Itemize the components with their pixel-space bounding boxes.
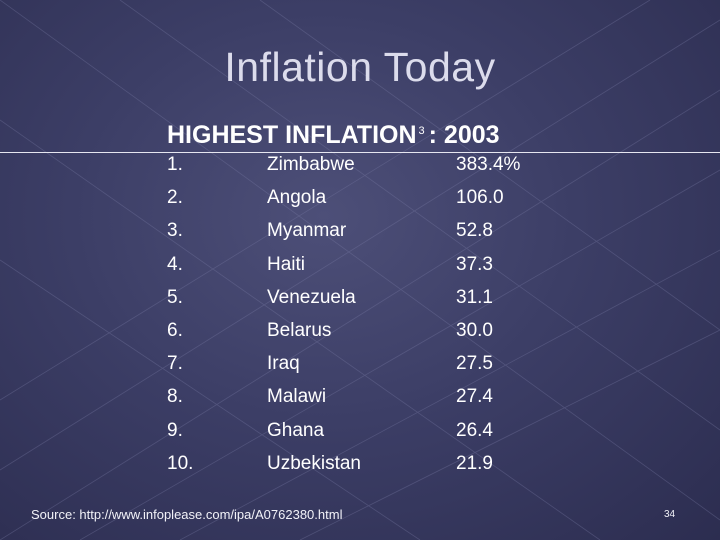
rate-cell: 26.4	[456, 419, 493, 441]
rate-cell: 383.4%	[456, 154, 521, 175]
country-cell: Iraq	[267, 353, 300, 375]
slide-title: Inflation Today	[224, 44, 496, 90]
source-citation: Source: http://www.infoplease.com/ipa/A0…	[31, 507, 343, 522]
rank-cell: 7.	[167, 353, 183, 375]
table-row: 7. Iraq 27.5	[167, 349, 587, 382]
table-row: 6. Belarus 30.0	[167, 316, 587, 349]
rate-cell: 30.0	[456, 319, 493, 341]
table-row: 3. Myanmar 52.8	[167, 216, 587, 249]
country-cell: Uzbekistan	[267, 452, 361, 474]
rate-cell: 21.9	[456, 452, 493, 474]
rank-cell: 2.	[167, 187, 183, 209]
table-row: 4. Haiti 37.3	[167, 250, 587, 283]
rate-cell: 27.5	[456, 353, 493, 375]
country-cell: Zimbabwe	[267, 154, 355, 175]
rate-cell: 27.4	[456, 386, 493, 408]
rate-cell: 31.1	[456, 286, 493, 308]
table-row: 1. Zimbabwe 383.4%	[167, 150, 587, 183]
table-heading-year: : 2003	[428, 121, 500, 149]
table-row: 9. Ghana 26.4	[167, 416, 587, 449]
country-cell: Myanmar	[267, 220, 347, 242]
rank-cell: 9.	[167, 419, 183, 441]
table-heading: HIGHEST INFLATION 3: 2003	[167, 121, 500, 150]
rank-cell: 4.	[167, 253, 183, 275]
divider-line	[0, 152, 720, 153]
table-row: 5. Venezuela 31.1	[167, 283, 587, 316]
country-cell: Venezuela	[267, 286, 356, 308]
country-cell: Haiti	[267, 253, 306, 275]
table-row: 2. Angola 106.0	[167, 183, 587, 216]
rank-cell: 3.	[167, 220, 183, 242]
rank-cell: 8.	[167, 386, 183, 408]
country-cell: Belarus	[267, 319, 332, 341]
rate-cell: 106.0	[456, 187, 504, 209]
country-cell: Angola	[267, 187, 327, 209]
table-row: 8. Malawi 27.4	[167, 382, 587, 415]
rate-cell: 52.8	[456, 220, 493, 242]
country-cell: Ghana	[267, 419, 325, 441]
rank-cell: 1.	[167, 154, 183, 175]
footnote-marker: 3	[418, 125, 425, 137]
page-number: 34	[664, 509, 676, 520]
rank-cell: 5.	[167, 286, 183, 308]
inflation-table: 1. Zimbabwe 383.4% 2. Angola 106.0 3. Myanmar…	[167, 150, 587, 482]
rate-cell: 37.3	[456, 253, 493, 275]
country-cell: Malawi	[267, 386, 327, 408]
table-row: 10. Uzbekistan 21.9	[167, 449, 587, 482]
table-heading-text: HIGHEST INFLATION	[167, 121, 417, 149]
rank-cell: 6.	[167, 319, 183, 341]
rank-cell: 10.	[167, 452, 194, 474]
